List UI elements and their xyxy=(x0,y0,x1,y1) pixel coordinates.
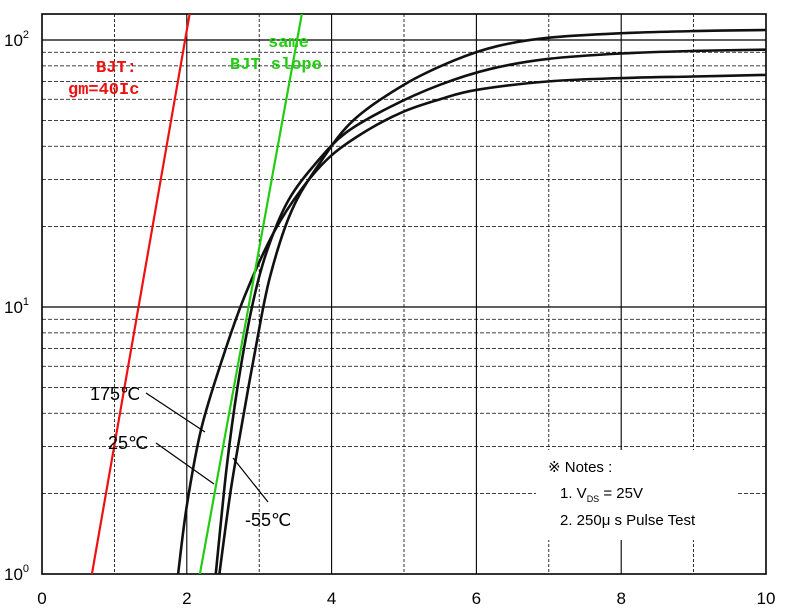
y-tick-label: 102 xyxy=(4,29,29,50)
note-1: 1. VDS = 25V xyxy=(560,485,643,504)
curve-175c xyxy=(176,73,766,574)
grid-lines xyxy=(42,14,766,574)
y-axis-ticks: 100 101 102 xyxy=(4,29,29,584)
note-2: 2. 250μ s Pulse Test xyxy=(560,512,696,529)
notes-box xyxy=(536,450,736,540)
x-tick-label: 6 xyxy=(472,589,481,608)
plot-frame xyxy=(41,13,767,575)
label-25c: 25℃ xyxy=(108,433,148,453)
notes-title: ※ Notes : xyxy=(548,459,612,476)
bjt-label-line2: gm=40Ic xyxy=(68,81,139,100)
curve-25c xyxy=(214,48,766,574)
leader-175c xyxy=(145,392,206,433)
label-m55c: -55℃ xyxy=(245,510,291,530)
same-bjt-slope-line xyxy=(198,14,303,574)
same-slope-label-line2: BJT slope xyxy=(230,56,322,75)
bjt-label-line1: BJT: xyxy=(96,59,137,78)
leader-m55c xyxy=(232,457,269,503)
bjt-slope-line xyxy=(90,14,191,574)
curve-m55c xyxy=(218,28,766,574)
x-tick-label: 4 xyxy=(327,589,336,608)
x-tick-label: 2 xyxy=(182,589,191,608)
leader-25c xyxy=(155,442,215,485)
x-axis-ticks: 0 2 4 6 8 10 xyxy=(37,589,775,608)
y-tick-label: 101 xyxy=(4,296,29,317)
y-tick-label: 100 xyxy=(4,563,29,584)
label-175c: 175℃ xyxy=(90,384,140,404)
x-tick-label: 0 xyxy=(37,589,46,608)
same-slope-label-line1: same xyxy=(268,34,309,53)
x-tick-label: 8 xyxy=(616,589,625,608)
x-tick-label: 10 xyxy=(757,589,776,608)
series-layer xyxy=(90,14,766,574)
